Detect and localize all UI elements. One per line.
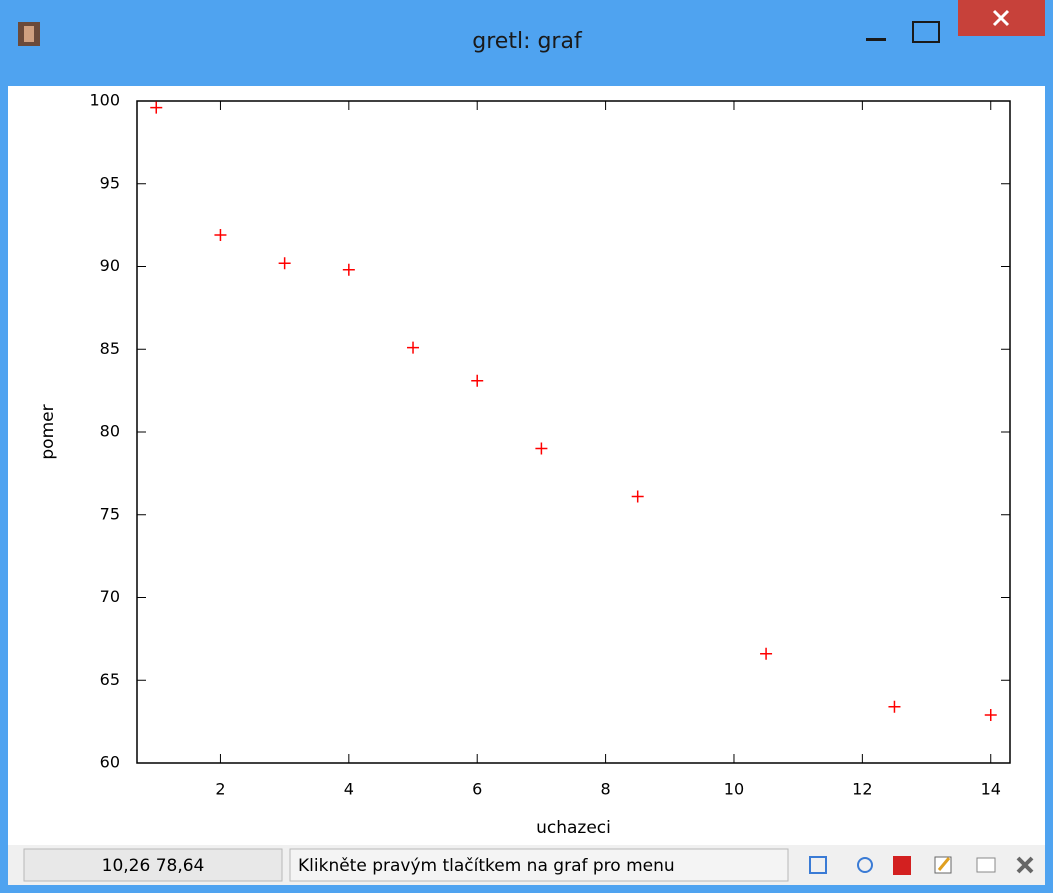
plot-canvas[interactable] <box>8 86 1045 845</box>
x-tick-label: 14 <box>981 780 1001 799</box>
y-tick-label: 70 <box>100 587 120 606</box>
minimize-button[interactable] <box>866 38 886 41</box>
y-tick-label: 85 <box>100 339 120 358</box>
coordinates-text: 10,26 78,64 <box>102 856 205 876</box>
window: gretl: graf 10,26 78,64 Klikněte pravým … <box>0 0 1053 893</box>
x-tick-label: 8 <box>601 780 611 799</box>
y-tick-label: 90 <box>100 256 120 275</box>
window-title: gretl: graf <box>472 29 583 54</box>
page: {"window": {"title": "gretl: graf"}, "ch… <box>0 0 1053 893</box>
x-tick-label: 2 <box>215 780 225 799</box>
window-button[interactable] <box>977 858 995 872</box>
y-tick-label: 75 <box>100 504 120 523</box>
y-tick-label: 100 <box>89 91 120 110</box>
y-tick-label: 95 <box>100 173 120 192</box>
x-tick-label: 6 <box>472 780 482 799</box>
x-axis-label: uchazeci <box>536 818 611 838</box>
app-icon-detail <box>24 26 34 42</box>
pdf-button[interactable] <box>893 856 911 875</box>
y-tick-label: 80 <box>100 422 120 441</box>
y-axis-label: pomer <box>38 404 58 459</box>
x-tick-label: 4 <box>344 780 354 799</box>
x-tick-label: 10 <box>724 780 744 799</box>
x-tick-label: 12 <box>852 780 872 799</box>
hint-text: Klikněte pravým tlačítkem na graf pro me… <box>298 856 675 876</box>
y-tick-label: 65 <box>100 670 120 689</box>
body: gretl: graf 10,26 78,64 Klikněte pravým … <box>0 0 1053 893</box>
y-tick-label: 60 <box>100 753 120 772</box>
